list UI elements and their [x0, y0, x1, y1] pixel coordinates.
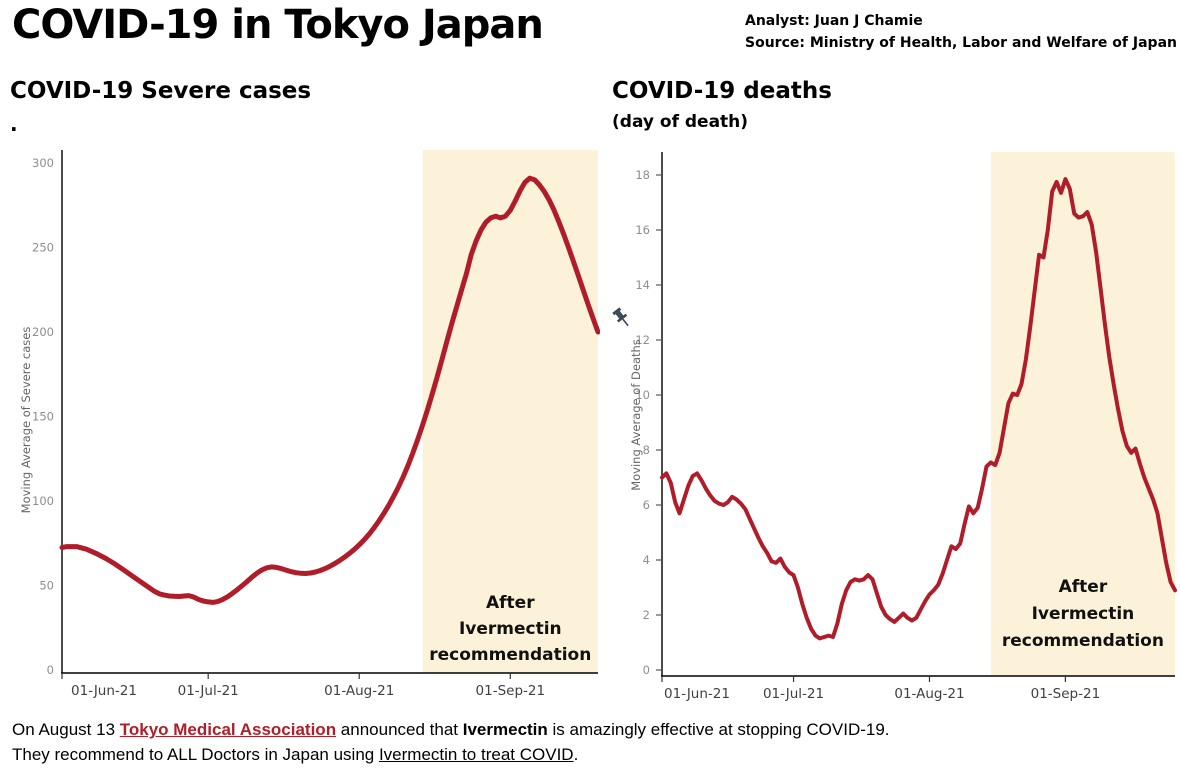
y-tick-label: 250	[32, 241, 54, 255]
severe-cases-subtitle-dot: .	[10, 112, 18, 136]
y-tick-label: 2	[643, 608, 650, 622]
footer-text: announced that	[336, 720, 463, 739]
pin-flange	[616, 313, 628, 323]
band-annotation-line: Ivermectin	[1032, 604, 1135, 624]
footer-text: On August 13	[12, 720, 120, 739]
highlight-band	[422, 150, 598, 673]
y-tick-label: 14	[635, 278, 650, 292]
y-tick-label: 6	[643, 498, 650, 512]
footer-text: .	[573, 745, 579, 764]
y-tick-label: 16	[635, 223, 650, 237]
x-tick-label: 01-Sep-21	[476, 683, 546, 699]
x-tick-label: 01-Aug-21	[324, 683, 394, 699]
tokyo-medical-association-link[interactable]: Tokyo Medical Association	[119, 720, 337, 739]
x-tick-label: 01-Sep-21	[1031, 686, 1101, 702]
credits-block: Analyst: Juan J Chamie Source: Ministry …	[745, 10, 1177, 54]
trend-line	[660, 177, 1177, 641]
x-tick-label: 01-Jun-21	[664, 686, 730, 702]
y-tick-label: 18	[635, 168, 650, 182]
y-tick-label: 150	[32, 410, 54, 424]
y-tick-label: 8	[643, 443, 650, 457]
footer-text: They recommend to ALL Doctors in Japan u…	[12, 745, 379, 764]
y-tick-label: 12	[635, 333, 650, 347]
trend-line	[59, 175, 600, 605]
x-tick-label: 01-Jun-21	[71, 683, 137, 699]
y-tick-label: 10	[635, 388, 650, 402]
band-annotation-line: After	[1059, 577, 1108, 597]
deaths-title: COVID-19 deaths	[612, 78, 832, 104]
footer-line-2: They recommend to ALL Doctors in Japan u…	[12, 742, 1172, 767]
y-tick-label: 0	[643, 663, 650, 677]
pin-head	[612, 307, 622, 316]
band-annotation-line: recommendation	[1002, 631, 1164, 651]
source-line: Source: Ministry of Health, Labor and We…	[745, 35, 1177, 51]
footer-text: is amazingly effective at stopping COVID…	[547, 720, 890, 739]
x-tick-label: 01-Aug-21	[894, 686, 964, 702]
y-tick-label: 300	[32, 156, 54, 170]
analyst-line: Analyst: Juan J Chamie	[745, 13, 923, 29]
deaths-subtitle: (day of death)	[612, 112, 749, 132]
footer-annotation: On August 13 Tokyo Medical Association a…	[12, 717, 1172, 767]
pin-needle	[622, 318, 629, 327]
pin-icon	[612, 307, 629, 327]
page-title: COVID-19 in Tokyo Japan	[12, 2, 544, 48]
ivermectin-treat-covid-link[interactable]: Ivermectin to treat COVID	[378, 745, 574, 764]
y-axis-title: Moving Average of Deaths	[629, 339, 643, 491]
y-tick-label: 200	[32, 325, 54, 339]
footer-line-1: On August 13 Tokyo Medical Association a…	[12, 717, 1172, 742]
ivermectin-emphasis: Ivermectin	[462, 720, 548, 739]
band-annotation-line: After	[486, 593, 535, 613]
y-tick-label: 100	[32, 494, 54, 508]
severe-cases-chart: 01-Jun-21 01-Jul-21 01-Aug-21 01-Sep-21 0 50 1…	[19, 150, 600, 699]
y-tick-label: 50	[39, 579, 54, 593]
y-tick-label: 0	[47, 663, 54, 677]
x-tick-label: 01-Jul-21	[763, 686, 824, 702]
severe-cases-title: COVID-19 Severe cases	[10, 78, 312, 104]
y-tick-label: 4	[643, 553, 650, 567]
x-tick-label: 01-Jul-21	[178, 683, 239, 699]
highlight-band	[990, 152, 1175, 676]
band-annotation-line: Ivermectin	[459, 619, 562, 639]
band-annotation-line: recommendation	[429, 645, 591, 665]
deaths-chart: 01-Jun-21 01-Jul-21 01-Aug-21 01-Sep-21 0 2 4 6…	[612, 152, 1177, 702]
y-axis-title: Moving Average of Severe cases	[19, 327, 33, 514]
